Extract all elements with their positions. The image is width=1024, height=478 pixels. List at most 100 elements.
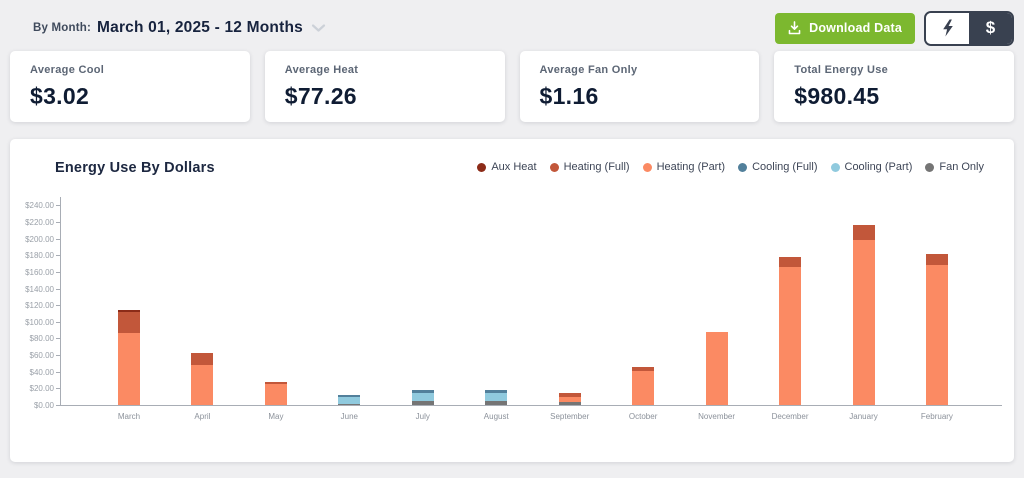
x-axis-label: August xyxy=(483,412,509,421)
legend-item[interactable]: Cooling (Full) xyxy=(738,161,818,173)
y-tick-mark xyxy=(56,388,60,390)
y-tick-mark xyxy=(56,371,60,373)
bar-segment-heating-full xyxy=(558,392,581,398)
y-tick-label: $220.00 xyxy=(25,217,54,227)
x-axis-label: June xyxy=(340,412,359,421)
y-tick-label: $40.00 xyxy=(29,367,54,377)
topbar: By Month: March 01, 2025 - 12 Months Dow… xyxy=(0,0,1024,48)
stat-label: Total Energy Use xyxy=(794,64,889,76)
bar-segment-cooling-full xyxy=(411,390,434,394)
stat-label: Average Heat xyxy=(284,64,359,76)
y-tick-mark xyxy=(56,221,60,223)
y-tick-label: $140.00 xyxy=(25,284,54,294)
y-tick-label: $100.00 xyxy=(25,317,54,327)
unit-toggle: $ xyxy=(924,10,1014,46)
bar-segment-heating-full xyxy=(632,366,655,371)
legend-dot-icon xyxy=(830,162,840,172)
x-axis-label: October xyxy=(628,412,658,421)
y-tick-label: $160.00 xyxy=(25,267,54,277)
stat-label: Average Fan Only xyxy=(539,64,638,76)
chart-legend: Aux Heat Heating (Full) Heating (Part) Cool… xyxy=(477,161,984,173)
bar-segment-heating-part xyxy=(558,397,581,403)
bar-segment-heating-full xyxy=(779,256,802,267)
y-tick-mark xyxy=(56,305,60,307)
download-icon xyxy=(788,21,801,35)
bar-segment-fan-only xyxy=(411,400,434,405)
bar-segment-fan-only xyxy=(338,404,361,405)
legend-item[interactable]: Fan Only xyxy=(925,161,984,173)
dollars-unit-toggle-button[interactable]: $ xyxy=(969,12,1012,44)
x-axis-label: May xyxy=(268,412,284,421)
bar-segment-cooling-full xyxy=(485,390,508,393)
y-tick-label: $180.00 xyxy=(25,251,54,261)
stat-label: Average Cool xyxy=(30,64,105,76)
bar-segment-cooling-part xyxy=(338,397,361,405)
x-axis-label: September xyxy=(550,412,590,421)
y-tick-label: $0.00 xyxy=(33,401,54,410)
bar-segment-heating-full xyxy=(925,254,948,266)
y-tick-label: $240.00 xyxy=(25,201,54,211)
bar-segment-heating-part xyxy=(779,266,802,405)
legend-label: Cooling (Full) xyxy=(752,161,818,173)
legend-item[interactable]: Aux Heat xyxy=(477,161,537,173)
stat-value: $980.45 xyxy=(794,83,880,109)
y-tick-label: $60.00 xyxy=(29,351,54,361)
date-range-selector[interactable]: March 01, 2025 - 12 Months xyxy=(97,19,303,36)
legend-item[interactable]: Heating (Full) xyxy=(549,161,630,173)
x-axis-label: March xyxy=(117,412,141,421)
chevron-down-icon[interactable] xyxy=(311,23,326,33)
bar-segment-cooling-part xyxy=(485,392,508,401)
x-axis-label: February xyxy=(920,412,953,421)
stat-card: Average Fan Only $1.16 xyxy=(519,51,760,122)
x-axis-label: April xyxy=(194,412,211,421)
dollar-sign-icon: $ xyxy=(985,18,996,37)
legend-label: Heating (Full) xyxy=(563,161,630,173)
stat-card: Total Energy Use $980.45 xyxy=(774,51,1014,122)
y-tick-mark xyxy=(56,355,60,357)
lightning-bolt-icon xyxy=(941,19,955,37)
stats-row: Average Cool $3.02 Average Heat $77.26 Avera… xyxy=(10,51,1014,122)
stat-card: Average Heat $77.26 xyxy=(264,51,505,122)
bar-segment-heating-part xyxy=(705,331,728,405)
y-tick-label: $80.00 xyxy=(29,334,54,344)
topbar-actions: Download Data $ xyxy=(775,10,1014,46)
stat-value: $3.02 xyxy=(30,83,90,109)
energy-unit-toggle-button[interactable] xyxy=(926,12,969,44)
y-tick-mark xyxy=(56,288,60,290)
bar-segment-heating-full xyxy=(118,311,140,334)
chart-title: Energy Use By Dollars xyxy=(55,160,215,176)
bar-segment-heating-full xyxy=(264,381,287,385)
y-tick-mark xyxy=(56,338,60,340)
bar-segment-heating-full xyxy=(852,225,875,241)
stat-value: $77.26 xyxy=(284,83,357,109)
bar-segment-heating-part xyxy=(264,384,287,405)
legend-label: Aux Heat xyxy=(491,161,537,173)
y-tick-mark xyxy=(56,321,60,323)
x-axis-label: July xyxy=(415,412,430,421)
bar-segment-aux-heat xyxy=(118,309,140,312)
legend-item[interactable]: Cooling (Part) xyxy=(830,161,913,173)
y-tick-label: $20.00 xyxy=(29,384,54,394)
legend-label: Fan Only xyxy=(939,161,984,173)
bar-segment-cooling-part xyxy=(411,393,434,401)
y-tick-mark xyxy=(56,271,60,273)
chart-card: Energy Use By Dollars Aux Heat Heating (F… xyxy=(10,139,1014,462)
bar-segment-heating-part xyxy=(191,365,214,405)
x-axis-label: December xyxy=(771,412,809,421)
y-tick-mark xyxy=(56,238,60,240)
bar-segment-heating-part xyxy=(852,240,875,405)
x-axis-line xyxy=(60,405,1002,406)
x-axis-label: November xyxy=(698,412,736,421)
download-button-label: Download Data xyxy=(809,21,902,35)
legend-dot-icon xyxy=(477,162,487,172)
bar-segment-cooling-full xyxy=(338,394,361,398)
bar-segment-fan-only xyxy=(558,402,581,405)
download-data-button[interactable]: Download Data xyxy=(775,12,915,44)
y-tick-mark xyxy=(56,405,60,406)
stat-card: Average Cool $3.02 xyxy=(10,51,250,122)
legend-label: Cooling (Part) xyxy=(844,161,913,173)
bar-segment-fan-only xyxy=(485,400,508,405)
y-axis-line xyxy=(60,197,61,405)
legend-dot-icon xyxy=(925,162,935,172)
legend-item[interactable]: Heating (Part) xyxy=(642,161,725,173)
